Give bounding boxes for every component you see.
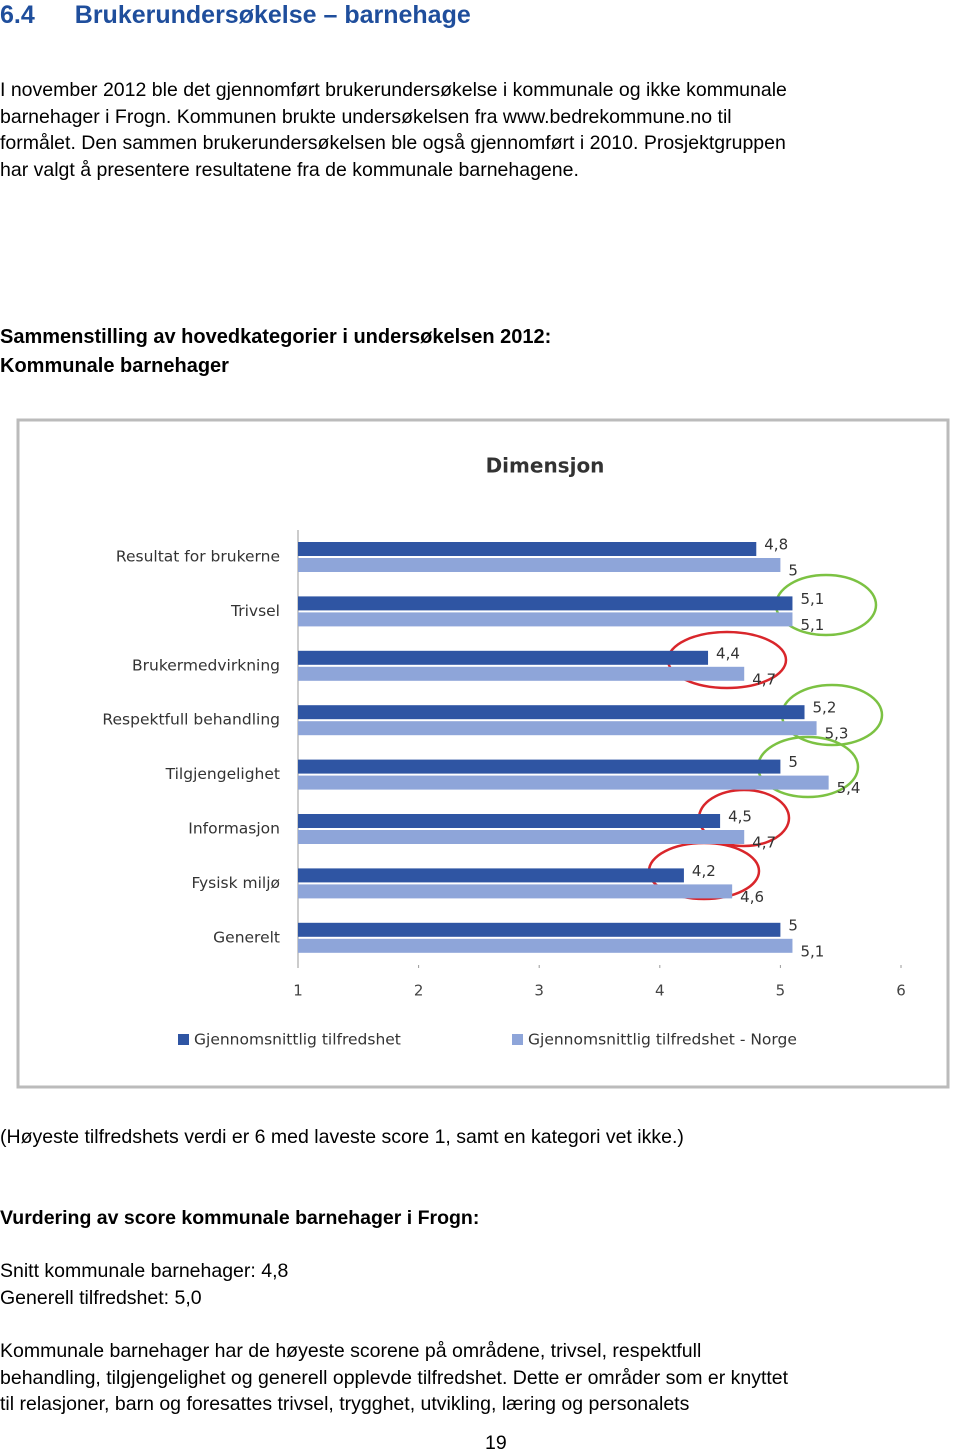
value-label: 4,4 [716, 644, 740, 662]
x-tick-label: 2 [414, 982, 424, 1000]
intro-line: I november 2012 ble det gjennomført bruk… [0, 79, 787, 101]
bar [298, 721, 817, 736]
chart-heading: Kommunale barnehager [0, 355, 229, 377]
value-label: 5,3 [825, 725, 849, 743]
value-label: 4,2 [692, 862, 716, 880]
legend-label: Gjennomsnittlig tilfredshet [194, 1031, 401, 1049]
chart-frame [16, 418, 950, 1089]
bar [298, 705, 805, 720]
assessment-paragraph-line: Kommunale barnehager har de høyeste scor… [0, 1340, 702, 1362]
intro-line: barnehager i Frogn. Kommunen brukte unde… [0, 105, 732, 128]
intro-line: formålet. Den sammen brukerundersøkelsen… [0, 132, 786, 155]
category-label: Fysisk miljø [191, 874, 280, 892]
category-label: Generelt [213, 928, 280, 946]
bar [298, 938, 793, 953]
value-label: 5,1 [800, 616, 824, 634]
category-label: Informasjon [188, 820, 280, 838]
bar [298, 558, 781, 572]
legend-swatch [512, 1034, 523, 1045]
assessment-line: Generell tilfredshet: 5,0 [0, 1287, 202, 1309]
value-label: 4,8 [764, 536, 788, 554]
category-label: Trivsel [230, 602, 280, 620]
bar [298, 759, 781, 774]
x-tick-label: 1 [293, 982, 303, 1000]
value-label: 4,6 [740, 888, 764, 906]
assessment-paragraph-line: til relasjoner, barn og foresattes trivs… [0, 1393, 690, 1415]
value-label: 5,2 [813, 699, 837, 717]
heading-title: Brukerundersøkelse – barnehage [74, 1, 471, 29]
bar [298, 814, 721, 828]
chart-heading: Sammenstilling av hovedkategorier i unde… [0, 326, 552, 348]
bar [298, 542, 757, 556]
x-tick-label: 6 [896, 982, 906, 1000]
value-label: 5,4 [837, 779, 861, 797]
x-tick-label: 5 [776, 982, 786, 1000]
category-label: Tilgjengelighet [165, 765, 280, 783]
value-label: 5 [788, 916, 798, 934]
page-number: 19 [485, 1432, 507, 1454]
bar [298, 775, 829, 790]
bar [298, 612, 793, 627]
legend-label: Gjennomsnittlig tilfredshet - Norge [528, 1031, 797, 1049]
category-label: Brukermedvirkning [132, 656, 280, 674]
category-label: Respektfull behandling [102, 711, 280, 729]
value-label: 5,1 [800, 942, 824, 960]
value-label: 5 [788, 562, 798, 580]
chart-title: Dimensjon [486, 454, 605, 478]
bar [298, 922, 781, 937]
value-label: 5 [788, 753, 798, 771]
note: (Høyeste tilfredshets verdi er 6 med lav… [0, 1126, 684, 1148]
value-label: 4,5 [728, 808, 752, 826]
bar [298, 830, 745, 844]
value-label: 4,7 [752, 834, 776, 852]
assessment-title: Vurdering av score kommunale barnehager … [0, 1207, 480, 1229]
value-label: 4,7 [752, 670, 776, 688]
bar [298, 596, 793, 611]
bar [298, 666, 745, 681]
bar [298, 868, 684, 883]
category-label: Resultat for brukerne [116, 548, 280, 566]
bar [298, 884, 733, 899]
x-tick-label: 4 [655, 982, 665, 1000]
heading-number: 6.4 [0, 1, 35, 29]
legend-swatch [178, 1034, 189, 1045]
x-tick-label: 3 [534, 982, 544, 1000]
value-label: 5,1 [800, 590, 824, 608]
assessment-paragraph-line: behandling, tilgjengelighet og generell … [0, 1366, 789, 1389]
bar [298, 650, 709, 665]
intro-line: har valgt å presentere resultatene fra d… [0, 159, 579, 182]
assessment-line: Snitt kommunale barnehager: 4,8 [0, 1260, 289, 1282]
heading: 6.4 Brukerundersøkelse – barnehage [0, 0, 471, 30]
